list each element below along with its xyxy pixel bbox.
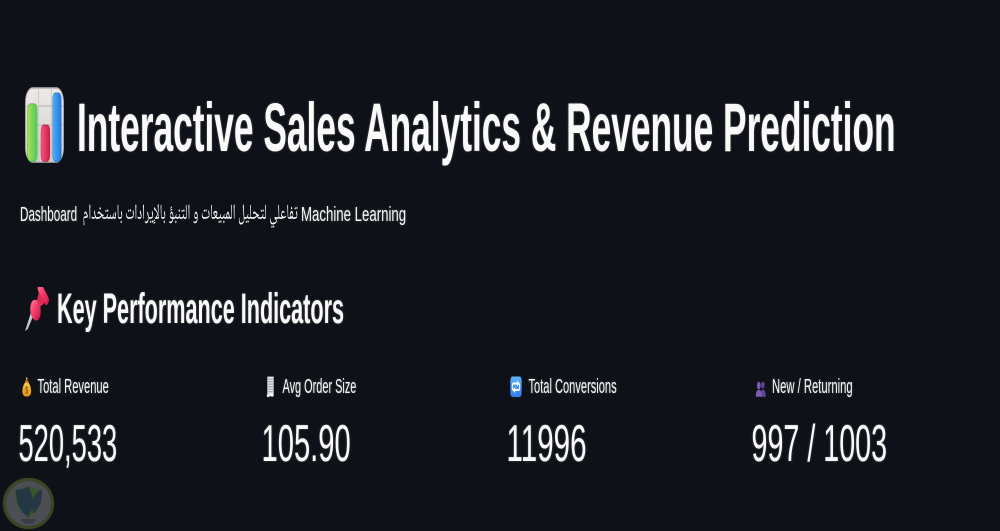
- svg-text:$: $: [25, 383, 28, 396]
